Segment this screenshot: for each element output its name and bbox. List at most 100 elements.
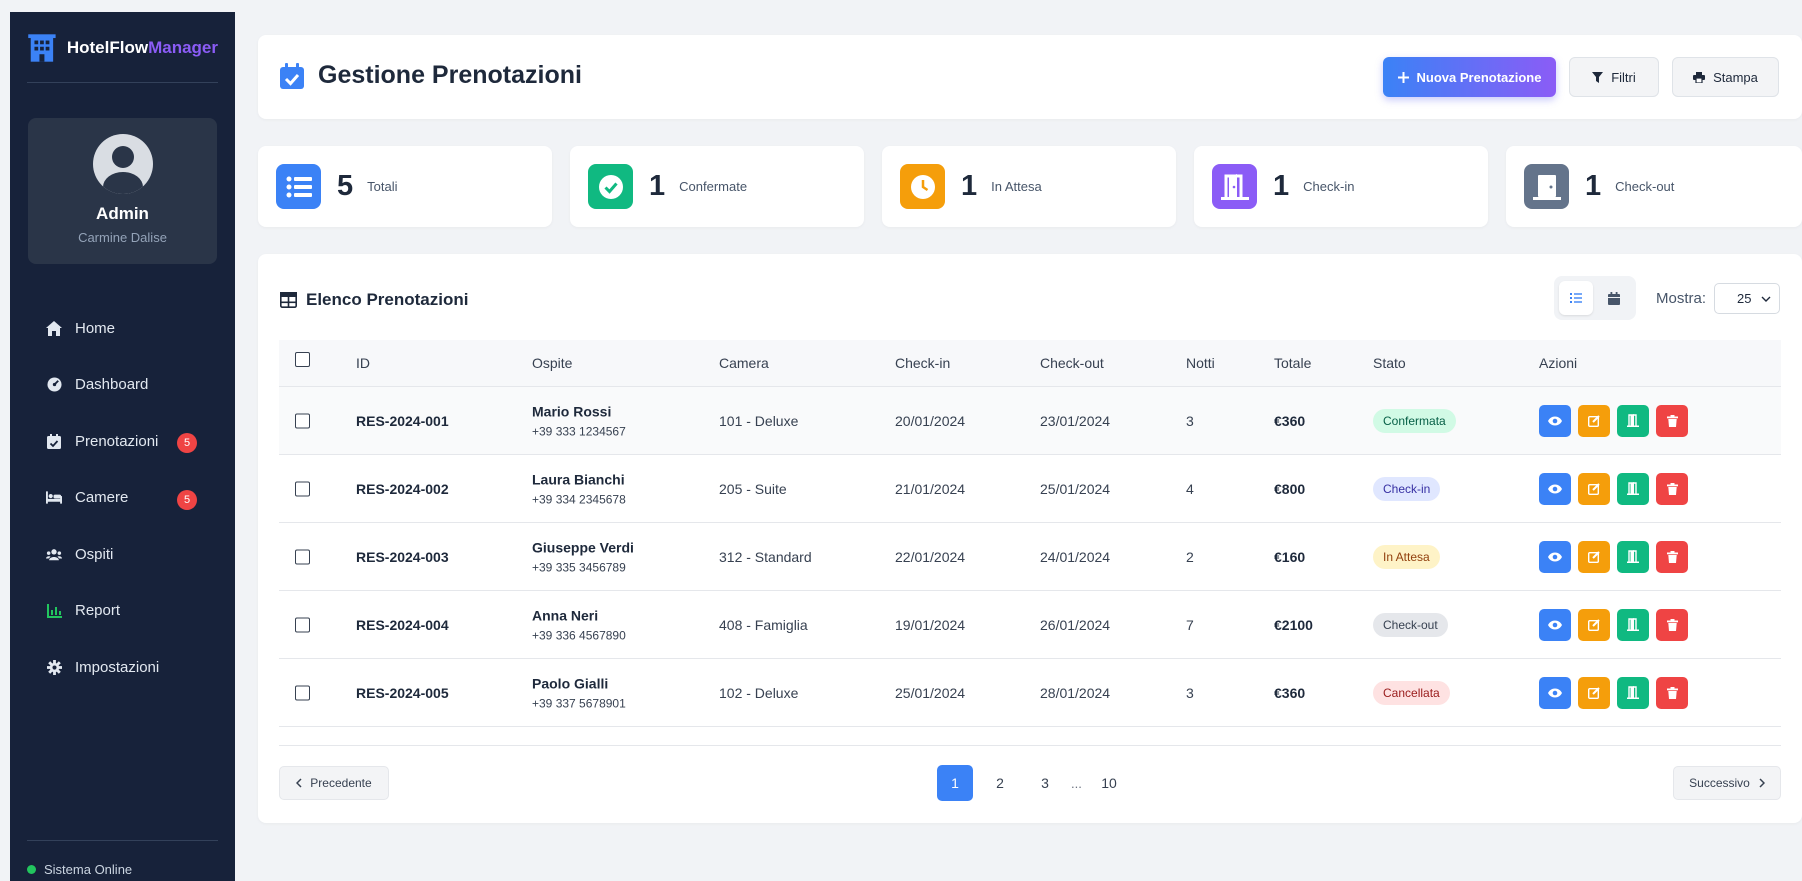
- guest-name: Giuseppe Verdi: [532, 539, 634, 555]
- table-row[interactable]: RES-2024-002 Laura Bianchi +39 334 2345678…: [279, 455, 1781, 523]
- view-button[interactable]: [1539, 676, 1571, 709]
- column-header-id[interactable]: ID: [356, 355, 370, 371]
- row-checkbox[interactable]: [295, 413, 310, 428]
- page-size-select[interactable]: 25: [1714, 283, 1780, 314]
- home-icon: [46, 320, 62, 336]
- delete-button[interactable]: [1656, 540, 1688, 573]
- room: 205 - Suite: [719, 480, 787, 497]
- column-header-status[interactable]: Stato: [1373, 355, 1406, 371]
- status-badge: Check-out: [1373, 612, 1448, 637]
- column-header-checkin[interactable]: Check-in: [895, 355, 951, 371]
- stat-card-pending: 1 In Attesa: [882, 146, 1176, 227]
- trash-icon: [1666, 414, 1678, 427]
- nights: 3: [1186, 412, 1194, 429]
- sidebar-item-ospiti[interactable]: Ospiti: [10, 526, 235, 583]
- view-button[interactable]: [1539, 404, 1571, 437]
- row-actions: [1539, 676, 1688, 709]
- column-header-checkout[interactable]: Check-out: [1040, 355, 1104, 371]
- checkin-button[interactable]: [1617, 404, 1649, 437]
- stat-label: In Attesa: [991, 179, 1042, 194]
- list-view-button[interactable]: [1559, 281, 1593, 315]
- filter-icon: [1592, 71, 1604, 83]
- door-open-icon: [1627, 550, 1639, 563]
- page-title: Gestione Prenotazioni: [280, 61, 582, 90]
- checkout-date: 24/01/2024: [1040, 548, 1111, 565]
- column-header-room[interactable]: Camera: [719, 355, 769, 371]
- sidebar-item-label: Prenotazioni: [75, 432, 159, 450]
- total-amount: €2100: [1274, 616, 1313, 633]
- checkin-button[interactable]: [1617, 540, 1649, 573]
- column-header-total[interactable]: Totale: [1274, 355, 1312, 371]
- nights: 7: [1186, 616, 1194, 633]
- sidebar-item-camere[interactable]: Camere 5: [10, 470, 235, 527]
- table-row[interactable]: RES-2024-004 Anna Neri +39 336 4567890 408 …: [279, 591, 1781, 659]
- view-button[interactable]: [1539, 540, 1571, 573]
- edit-button[interactable]: [1578, 472, 1610, 505]
- next-page-button[interactable]: Successivo: [1673, 766, 1781, 800]
- sidebar-item-impostazioni[interactable]: Impostazioni: [10, 639, 235, 696]
- nights: 2: [1186, 548, 1194, 565]
- row-checkbox[interactable]: [295, 549, 310, 564]
- brand[interactable]: HotelFlowManager: [10, 20, 235, 76]
- edit-button[interactable]: [1578, 676, 1610, 709]
- delete-button[interactable]: [1656, 404, 1688, 437]
- sidebar: HotelFlowManager Admin Carmine Dalise Ho…: [10, 12, 235, 881]
- page-button-3[interactable]: 3: [1041, 775, 1049, 791]
- checkin-date: 25/01/2024: [895, 684, 966, 701]
- calendar-view-button[interactable]: [1597, 281, 1631, 315]
- filter-button[interactable]: Filtri: [1569, 57, 1659, 97]
- row-actions: [1539, 404, 1688, 437]
- profile-subtitle: Carmine Dalise: [78, 230, 167, 245]
- calendar-icon: [1608, 291, 1620, 305]
- column-header-nights[interactable]: Notti: [1186, 355, 1215, 371]
- print-button[interactable]: Stampa: [1672, 57, 1779, 97]
- checkout-date: 23/01/2024: [1040, 412, 1111, 429]
- room: 408 - Famiglia: [719, 616, 808, 633]
- select-all-checkbox[interactable]: [295, 352, 310, 367]
- view-button[interactable]: [1539, 472, 1571, 505]
- sidebar-item-report[interactable]: Report: [10, 583, 235, 640]
- trash-icon: [1666, 686, 1678, 699]
- delete-button[interactable]: [1656, 608, 1688, 641]
- page-button-1[interactable]: 1: [937, 765, 973, 801]
- previous-page-button[interactable]: Precedente: [279, 766, 389, 800]
- system-status: Sistema Online: [27, 862, 132, 877]
- edit-icon: [1588, 686, 1600, 699]
- table-body: RES-2024-001 Mario Rossi +39 333 1234567 10…: [279, 387, 1781, 727]
- booking-id: RES-2024-004: [356, 616, 449, 633]
- guest-name: Mario Rossi: [532, 403, 612, 419]
- column-header-actions: Azioni: [1539, 355, 1578, 371]
- total-amount: €160: [1274, 548, 1306, 565]
- edit-button[interactable]: [1578, 540, 1610, 573]
- sidebar-item-home[interactable]: Home: [10, 300, 235, 357]
- users-icon: [46, 546, 62, 562]
- row-checkbox[interactable]: [295, 685, 310, 700]
- checkin-button[interactable]: [1617, 608, 1649, 641]
- column-header-guest[interactable]: Ospite: [532, 355, 573, 371]
- page-button-last[interactable]: 10: [1101, 775, 1117, 791]
- chevron-down-icon: [1761, 296, 1771, 302]
- row-checkbox[interactable]: [295, 617, 310, 632]
- table-row[interactable]: RES-2024-005 Paolo Gialli +39 337 5678901 1…: [279, 659, 1781, 727]
- check-circle-icon: [588, 164, 633, 209]
- guest-name: Laura Bianchi: [532, 471, 625, 487]
- edit-button[interactable]: [1578, 404, 1610, 437]
- view-button[interactable]: [1539, 608, 1571, 641]
- guest-phone: +39 337 5678901: [532, 696, 626, 710]
- row-actions: [1539, 540, 1688, 573]
- eye-icon: [1548, 484, 1562, 494]
- delete-button[interactable]: [1656, 676, 1688, 709]
- edit-button[interactable]: [1578, 608, 1610, 641]
- table-row[interactable]: RES-2024-003 Giuseppe Verdi +39 335 345678…: [279, 523, 1781, 591]
- sidebar-item-dashboard[interactable]: Dashboard: [10, 357, 235, 414]
- sidebar-item-prenotazioni[interactable]: Prenotazioni 5: [10, 413, 235, 470]
- table-row[interactable]: RES-2024-001 Mario Rossi +39 333 1234567 10…: [279, 387, 1781, 455]
- page-button-2[interactable]: 2: [996, 775, 1004, 791]
- checkin-button[interactable]: [1617, 676, 1649, 709]
- delete-button[interactable]: [1656, 472, 1688, 505]
- row-checkbox[interactable]: [295, 481, 310, 496]
- new-booking-button[interactable]: Nuova Prenotazione: [1383, 57, 1556, 97]
- user-profile-card: Admin Carmine Dalise: [28, 118, 217, 264]
- plus-icon: [1397, 71, 1409, 83]
- checkin-button[interactable]: [1617, 472, 1649, 505]
